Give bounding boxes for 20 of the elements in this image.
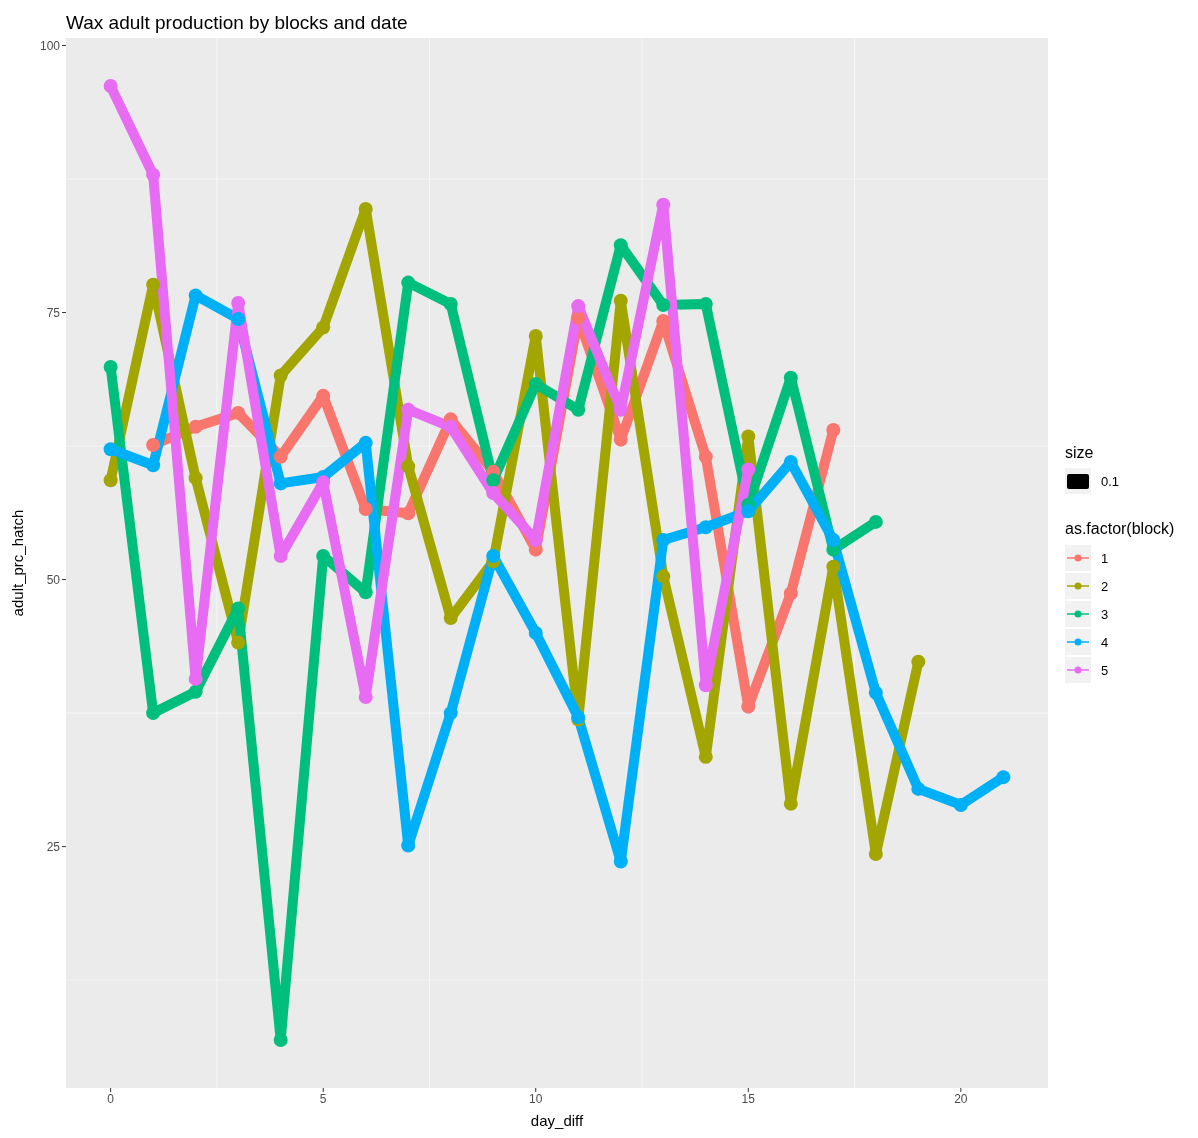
legend-label: 5	[1101, 662, 1109, 678]
x-tick-label: 10	[529, 1091, 543, 1106]
x-tick-label: 20	[954, 1091, 968, 1106]
x-axis-title: day_diff	[530, 1112, 584, 1129]
y-tick-label: 25	[46, 839, 61, 854]
x-tick-label: 0	[107, 1091, 115, 1106]
x-tick-label: 15	[741, 1091, 756, 1106]
y-tick-label: 75	[46, 305, 61, 320]
legend-title: as.factor(block)	[1065, 520, 1175, 538]
x-tick-label: 5	[319, 1091, 327, 1106]
legend-label: 2	[1101, 578, 1109, 594]
y-tick-label: 100	[39, 38, 61, 53]
legend-label: 4	[1101, 634, 1109, 650]
legend-label: 1	[1101, 550, 1109, 566]
text: size	[1065, 444, 1095, 462]
y-axis-title: adult_prc_hatch	[9, 509, 27, 617]
y-tick-label: 50	[46, 572, 61, 587]
legend-label: 3	[1101, 606, 1109, 622]
text: 0.1	[1101, 473, 1120, 489]
chart-title: Wax adult production by blocks and date	[66, 12, 408, 34]
